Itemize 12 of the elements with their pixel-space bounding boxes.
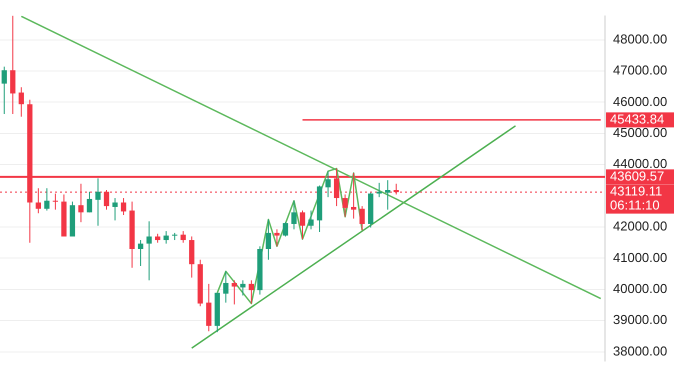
ref-line-label: 43119.11	[610, 184, 662, 199]
y-tick-label: 47000.00	[613, 62, 668, 78]
y-tick-label: 39000.00	[613, 312, 668, 328]
y-tick-label: 42000.00	[613, 218, 668, 234]
y-tick-label: 48000.00	[613, 31, 668, 46]
y-tick-label: 38000.00	[613, 343, 668, 358]
data-label: 45433.84	[610, 111, 664, 126]
y-tick-label: 45000.00	[613, 125, 668, 140]
text: 06:11:10	[610, 198, 660, 213]
y-tick-label: 40000.00	[613, 281, 668, 296]
y-tick-label: 46000.00	[613, 94, 668, 109]
y-tick-label: 41000.00	[613, 250, 668, 265]
